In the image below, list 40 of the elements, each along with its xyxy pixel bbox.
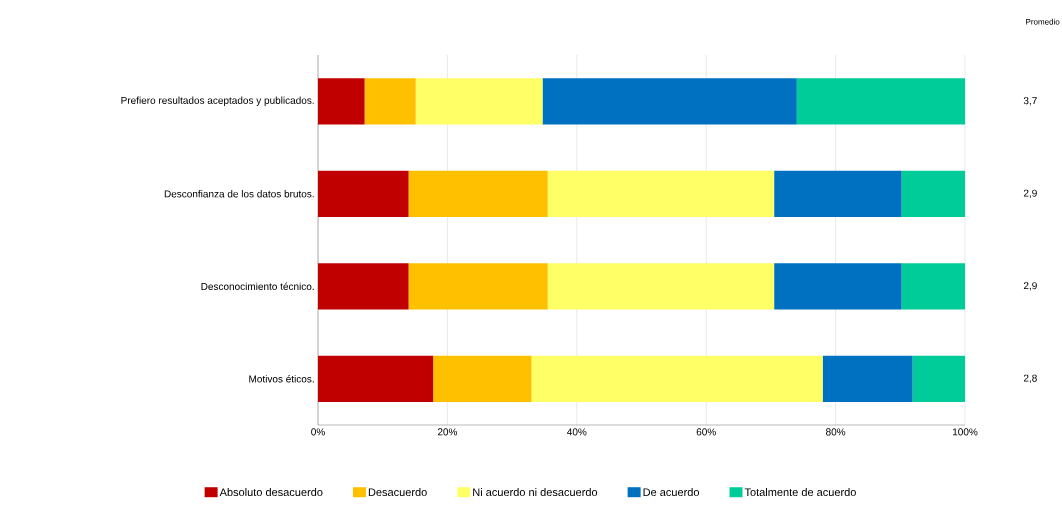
text: 2,8 bbox=[1023, 374, 1037, 383]
bar bbox=[774, 170, 902, 217]
bar bbox=[433, 355, 532, 402]
y-tick-label: Motivos éticos. bbox=[249, 375, 314, 383]
y-tick-label: Prefiero resultados aceptados y publicados. bbox=[121, 96, 314, 106]
bar bbox=[364, 78, 416, 125]
bar bbox=[796, 78, 966, 125]
bar bbox=[901, 263, 966, 310]
bar bbox=[318, 263, 409, 310]
x-tick-label: 20% bbox=[437, 428, 458, 436]
text: Promedio bbox=[1026, 18, 1060, 25]
y-tick-label: Desconocimiento técnico. bbox=[201, 282, 314, 290]
x-tick-label: 60% bbox=[696, 428, 716, 436]
legend-label: Ni acuerdo ni desacuerdo bbox=[473, 488, 598, 497]
bar bbox=[318, 355, 434, 402]
bar bbox=[408, 170, 548, 217]
y-tick-label: Desconfianza de los datos brutos. bbox=[164, 190, 314, 198]
bar bbox=[318, 170, 409, 217]
bar bbox=[542, 78, 797, 125]
bar bbox=[547, 170, 775, 217]
text: 3,7 bbox=[1023, 97, 1037, 106]
legend-label: Absoluto desacuerdo bbox=[219, 488, 323, 497]
bar bbox=[547, 263, 775, 310]
bar bbox=[774, 263, 902, 310]
bar bbox=[901, 170, 966, 217]
bar bbox=[415, 78, 543, 125]
x-tick-label: 100% bbox=[952, 428, 978, 436]
x-tick-label: 80% bbox=[826, 428, 846, 436]
legend-label: De acuerdo bbox=[643, 488, 700, 497]
legend-label: Desacuerdo bbox=[368, 488, 427, 497]
bar bbox=[408, 263, 548, 310]
text: 2,9 bbox=[1023, 189, 1037, 198]
bar bbox=[531, 355, 823, 402]
bar bbox=[912, 355, 966, 402]
bar bbox=[318, 78, 365, 125]
x-tick-label: 0% bbox=[311, 428, 325, 436]
legend-label: Totalmente de acuerdo bbox=[744, 488, 856, 497]
bar bbox=[822, 355, 913, 402]
text: 2,9 bbox=[1023, 282, 1037, 291]
x-tick-label: 40% bbox=[567, 428, 587, 436]
